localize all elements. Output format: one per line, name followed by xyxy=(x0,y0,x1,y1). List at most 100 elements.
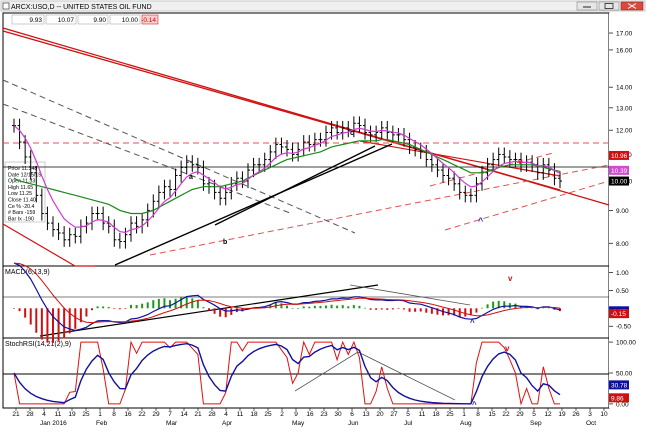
x-day-tick-label: 14 xyxy=(180,411,188,418)
price-bar xyxy=(62,226,67,247)
price-bar xyxy=(318,132,323,147)
maximize-button[interactable] xyxy=(598,1,620,11)
price-bar xyxy=(17,118,22,150)
x-day-tick-label: 1 xyxy=(98,411,102,418)
price-bar xyxy=(73,227,78,244)
header-values: 9.93 10.07 9.90 10.00 -0.14 xyxy=(11,14,159,25)
x-month-label: Aug xyxy=(460,420,472,427)
macd-gray-line xyxy=(349,284,471,306)
macd-hist-bar xyxy=(130,304,132,309)
price-bar xyxy=(279,137,284,154)
info-line: Price 11.348 xyxy=(8,166,37,172)
price-bar xyxy=(190,155,195,172)
price-bar xyxy=(558,171,562,189)
price-tick-label: 14.00 xyxy=(616,85,633,92)
stochrsi-tick-label: 50.00 xyxy=(616,371,633,378)
price-price-tag-label: 10.96 xyxy=(611,153,628,160)
macd-hist-bar xyxy=(302,306,305,309)
x-day-tick-label: 8 xyxy=(476,411,480,418)
macd-hist-bar xyxy=(157,298,160,309)
x-day-tick-label: 10 xyxy=(600,411,608,418)
x-day-tick-label: 18 xyxy=(432,411,440,418)
price-bar xyxy=(134,216,139,234)
price-bar xyxy=(435,157,440,178)
price-bar xyxy=(429,152,434,172)
header-high: 10.07 xyxy=(58,17,75,24)
info-box xyxy=(4,161,46,223)
uptrend-line xyxy=(114,143,393,266)
x-day-tick-label: 23 xyxy=(320,411,328,418)
macd-hist-bar xyxy=(29,308,32,325)
macd-hist-bar xyxy=(375,308,378,310)
x-day-tick-label: 29 xyxy=(152,411,160,418)
macd-hist-bar xyxy=(403,308,405,310)
price-bar xyxy=(285,140,289,157)
price-bar xyxy=(156,185,161,209)
macd-hist-bar xyxy=(447,308,450,316)
price-price-tag xyxy=(609,176,629,186)
price-bar xyxy=(95,206,100,221)
gray-dashed-line-2 xyxy=(2,103,291,214)
x-day-tick-label: 21 xyxy=(12,411,20,418)
x-month-label: Jan 2016 xyxy=(40,420,67,427)
window-controls[interactable] xyxy=(576,1,644,11)
x-day-tick-label: 6 xyxy=(350,411,354,418)
macd-hist-bar xyxy=(113,308,116,309)
price-bar xyxy=(396,127,401,142)
downtrend-line-lower xyxy=(2,30,561,191)
price-bar xyxy=(324,125,328,147)
price-bar xyxy=(251,157,256,178)
macd-hist-bar xyxy=(24,308,27,318)
macd-hist-bar xyxy=(202,307,205,309)
macd-hist-bar xyxy=(169,300,171,309)
price-bar xyxy=(502,147,507,165)
price-bar xyxy=(441,163,445,183)
macd-price-tag xyxy=(609,309,629,319)
price-bar xyxy=(273,137,278,159)
x-day-tick-label: 25 xyxy=(446,411,454,418)
stochrsi-tick-label: 0.00 xyxy=(616,401,629,408)
macd-hist-bar xyxy=(79,308,82,323)
price-bar xyxy=(129,216,133,242)
macd-lines xyxy=(13,262,561,332)
x-day-tick-label: 22 xyxy=(138,411,146,418)
x-day-tick-label: 26 xyxy=(572,411,580,418)
price-bar xyxy=(51,216,55,237)
minimize-button[interactable] xyxy=(576,1,598,11)
annotation-c: c xyxy=(350,130,354,137)
x-day-tick-label: 8 xyxy=(112,411,116,418)
info-line: Bar Ix -190 xyxy=(8,216,34,222)
window-title: ARCX:USO,D -- UNITED STATES OIL FUND xyxy=(11,4,152,11)
macd-hist-bar xyxy=(408,308,411,312)
macd-hist-bar xyxy=(13,308,15,309)
macd-hist-bar xyxy=(224,308,227,318)
macd-hist-bar xyxy=(102,306,105,309)
macd-price-tag-label: -0.15 xyxy=(611,311,626,318)
info-line: Ce % -20.4 xyxy=(8,204,35,210)
macd-hist-bar xyxy=(481,307,483,309)
price-bar xyxy=(446,168,451,186)
macd-tick-label: 1.00 xyxy=(616,270,629,277)
price-bar xyxy=(117,232,122,249)
y-axis-ticks: 8.009.0010.0011.0012.0013.0014.0016.0017… xyxy=(609,31,636,408)
macd-hist-bar xyxy=(503,301,506,309)
macd-hist-bar xyxy=(425,308,428,313)
channel-lower-dashed-2 xyxy=(444,180,610,231)
price-bars xyxy=(12,116,562,249)
x-day-tick-label: 4 xyxy=(224,411,228,418)
x-day-tick-label: 4 xyxy=(42,411,46,418)
price-panel xyxy=(2,12,610,267)
x-day-tick-label: 15 xyxy=(488,411,496,418)
macd-hist-bar xyxy=(336,305,339,309)
macd-hist-bar xyxy=(124,308,127,309)
price-bar xyxy=(145,203,150,227)
macd-hist-bar xyxy=(63,308,66,339)
macd-hist-bar xyxy=(152,300,155,309)
macd-hist-bar xyxy=(330,304,333,309)
macd-hist-bar xyxy=(141,303,144,309)
macd-hist-bar xyxy=(364,307,366,309)
price-bar xyxy=(374,125,379,142)
x-day-tick-label: 9 xyxy=(294,411,298,418)
macd-hist-bar xyxy=(391,308,394,310)
